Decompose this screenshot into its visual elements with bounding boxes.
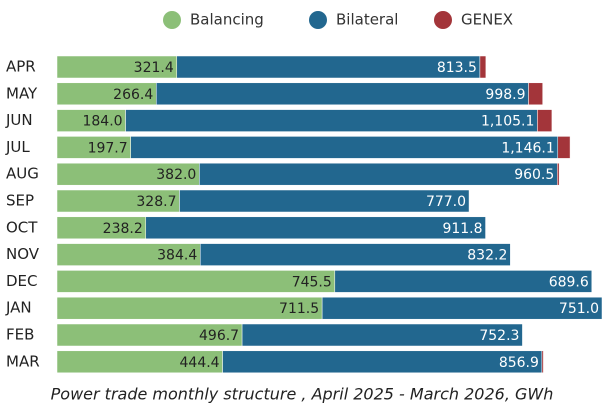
bar-segment	[479, 55, 487, 79]
category-label: APR	[6, 58, 36, 76]
category-label: MAY	[6, 84, 38, 102]
bar-segment	[334, 270, 593, 293]
value-label: 197.7	[88, 140, 128, 156]
value-label: 1,105.1	[481, 114, 534, 130]
bar-segment	[199, 243, 511, 266]
value-label: 184.0	[82, 114, 122, 130]
value-label: 689.6	[549, 274, 589, 290]
bar-segment	[179, 189, 470, 213]
value-label: 496.7	[199, 328, 239, 344]
value-label: 745.5	[292, 274, 332, 290]
category-label: FEB	[6, 326, 34, 344]
value-label: 266.4	[113, 87, 153, 103]
bar-segment	[557, 162, 560, 186]
legend-swatch	[309, 11, 327, 29]
bar-segment	[557, 136, 571, 159]
value-label: 998.9	[485, 87, 525, 103]
category-label: AUG	[6, 165, 39, 183]
category-label: JUN	[5, 111, 33, 129]
category-label: MAR	[6, 352, 40, 370]
bar-segment	[537, 109, 553, 132]
value-label: 444.4	[180, 355, 220, 371]
bar-segment	[321, 296, 603, 320]
value-label: 856.9	[499, 355, 539, 371]
value-label: 752.3	[479, 328, 519, 344]
value-label: 751.0	[559, 301, 599, 317]
value-label: 1,146.1	[501, 140, 554, 156]
value-label: 960.5	[514, 167, 554, 183]
category-label: JAN	[5, 299, 32, 317]
legend-swatch	[163, 11, 181, 29]
value-label: 238.2	[103, 221, 143, 237]
legend-swatch	[434, 11, 452, 29]
category-label: NOV	[6, 245, 40, 263]
bar-segment	[528, 82, 543, 106]
value-label: 911.8	[442, 221, 482, 237]
value-label: 328.7	[136, 194, 176, 210]
bar-segment	[145, 216, 486, 240]
category-label: SEP	[6, 192, 34, 210]
bar-segment	[541, 350, 544, 374]
legend-label: Balancing	[190, 11, 264, 29]
bar-segment	[222, 350, 543, 374]
bar-segment	[199, 162, 558, 186]
caption: Power trade monthly structure , April 20…	[51, 385, 554, 404]
bar-segment	[241, 323, 523, 347]
bar-segment	[130, 136, 559, 159]
bar-segment	[176, 55, 481, 79]
legend-label: GENEX	[461, 11, 513, 29]
category-label: DEC	[6, 272, 38, 290]
category-label: OCT	[6, 218, 38, 236]
value-label: 321.4	[134, 60, 174, 76]
legend-label: Bilateral	[336, 11, 398, 29]
value-label: 832.2	[467, 248, 507, 264]
category-label: JUL	[5, 138, 30, 156]
value-label: 777.0	[426, 194, 466, 210]
value-label: 813.5	[437, 60, 477, 76]
value-label: 382.0	[156, 167, 196, 183]
value-label: 711.5	[279, 301, 319, 317]
value-label: 384.4	[157, 248, 197, 264]
bar-segment	[156, 82, 529, 106]
bar-segment	[125, 109, 538, 132]
